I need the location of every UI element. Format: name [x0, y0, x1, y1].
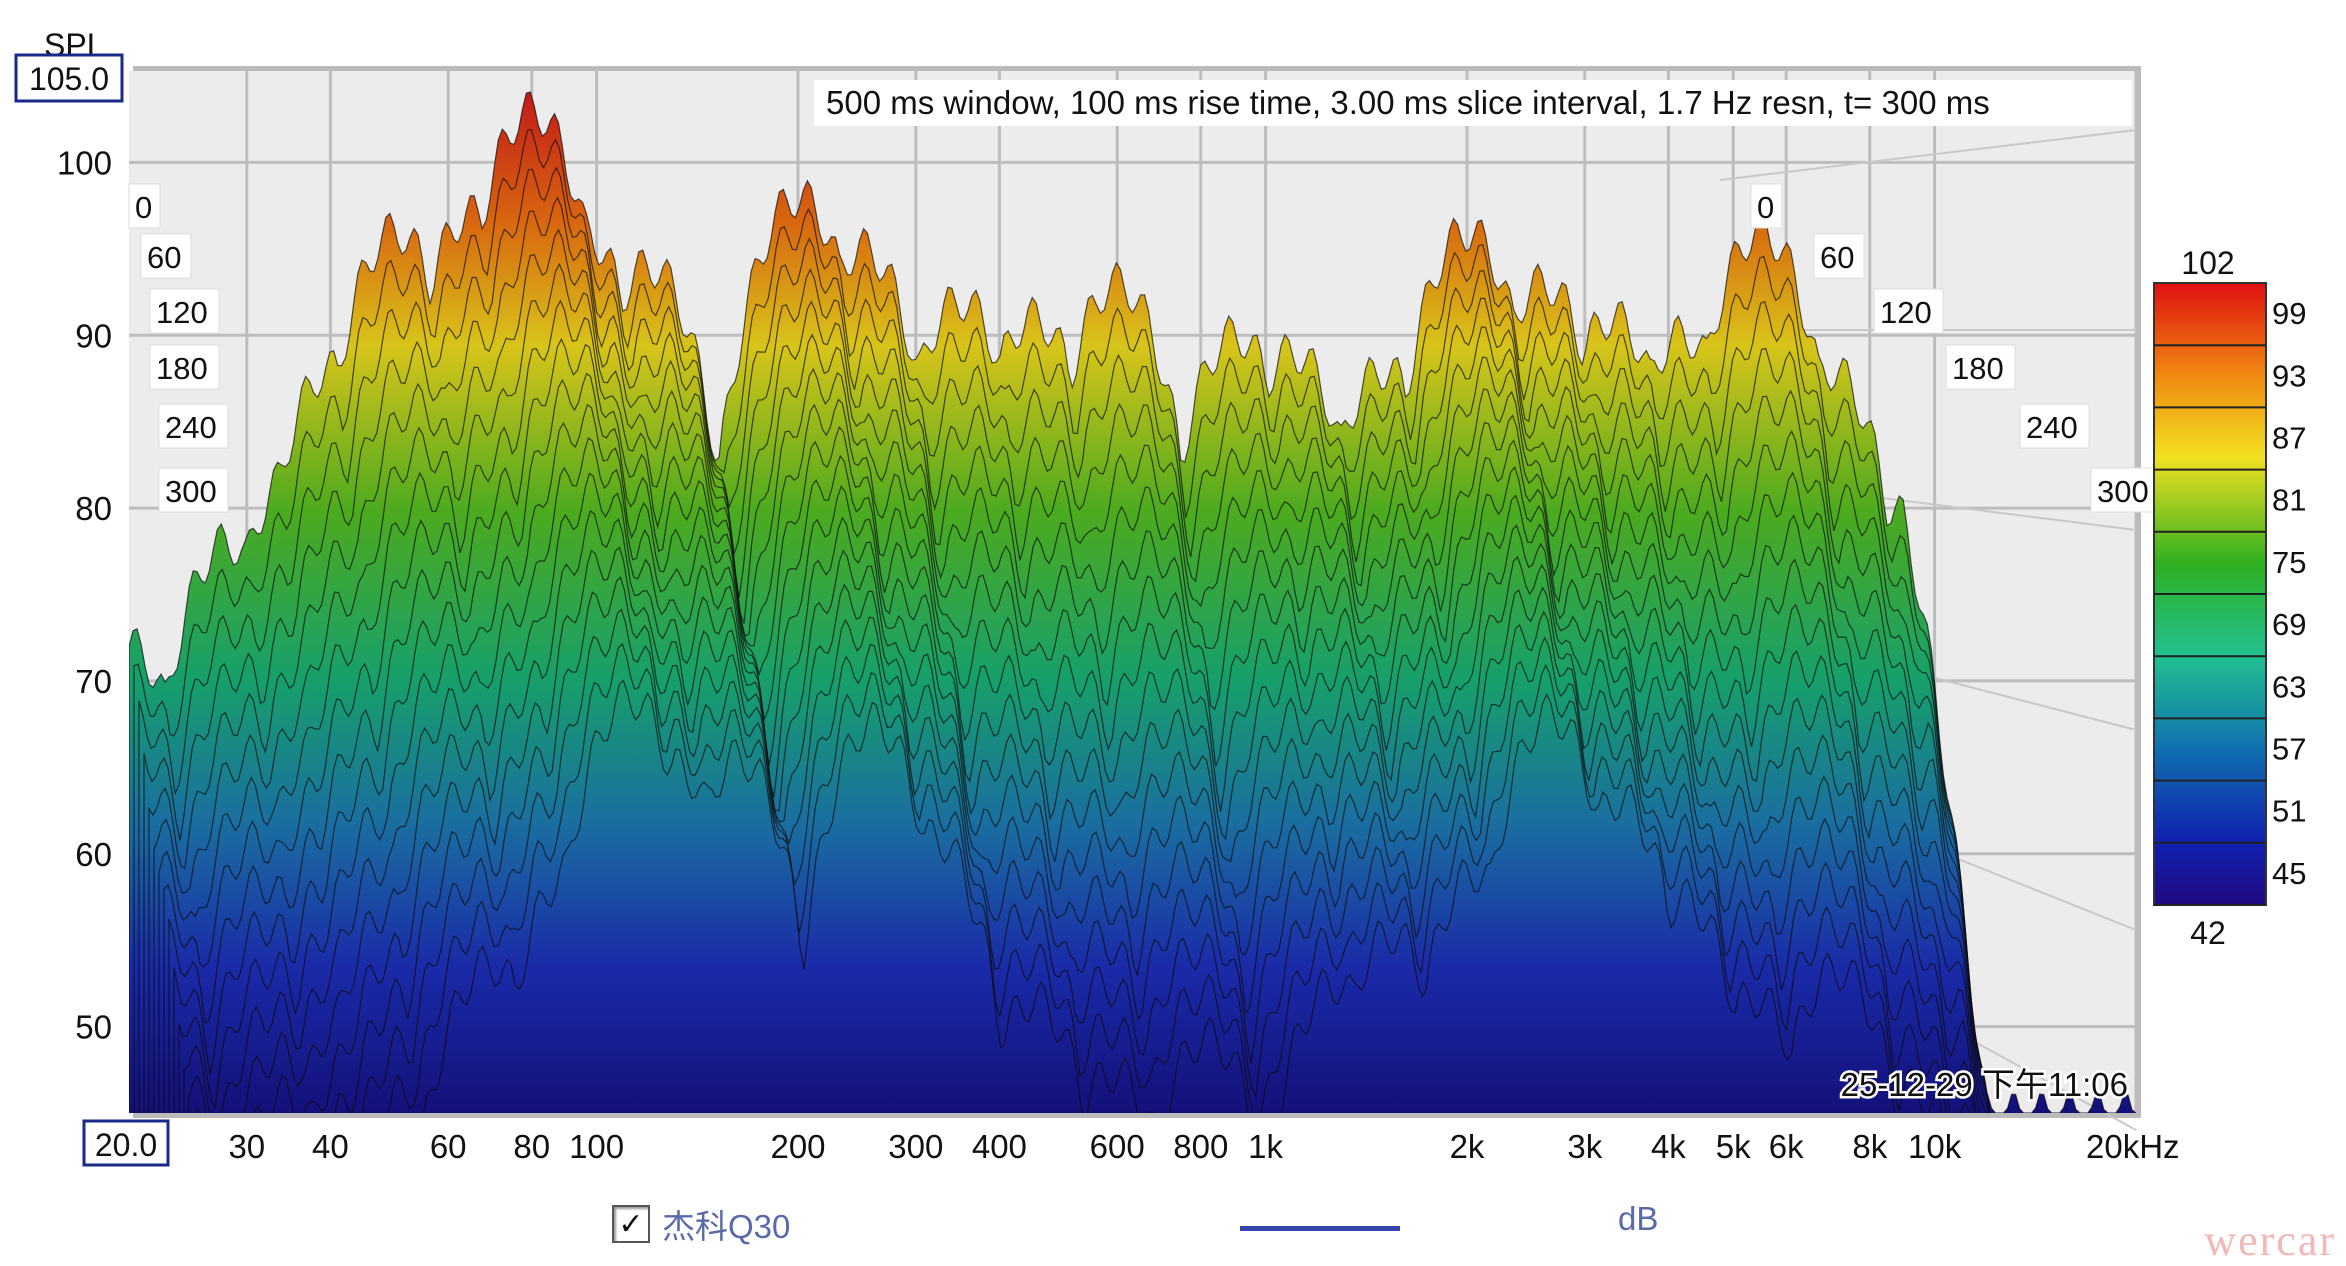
time-tick-label-left: 60	[147, 240, 181, 275]
time-tick-label-left: 120	[156, 295, 208, 330]
time-tick-box	[128, 183, 161, 229]
x-tick-label: 80	[513, 1128, 550, 1165]
x-tick-label: 4k	[1651, 1128, 1686, 1165]
x-tick-label: 100	[569, 1128, 624, 1165]
time-tick-box	[1945, 344, 2016, 390]
time-tick-label-right: 0	[1757, 190, 1774, 225]
time-tick-label-left: 240	[165, 410, 217, 445]
waterfall-slices	[129, 91, 2136, 1113]
time-tick-box	[149, 288, 220, 334]
colorbar-label: 87	[2272, 421, 2306, 456]
colorbar-label: 69	[2272, 607, 2306, 642]
time-tick-box	[1750, 183, 1783, 229]
y-top-input[interactable]	[14, 53, 124, 103]
time-tick-label-right: 180	[1952, 351, 2004, 386]
time-tick-box	[149, 344, 220, 390]
x-tick-label: 600	[1090, 1128, 1145, 1165]
colorbar-label: 45	[2272, 856, 2306, 891]
x-tick-label: 30	[228, 1128, 265, 1165]
legend-name: 杰科Q30	[662, 1208, 791, 1245]
x-tick-label: 300	[888, 1128, 943, 1165]
time-tick-label-left: 300	[165, 474, 217, 509]
colorbar-label: 81	[2272, 483, 2306, 518]
x-start-input[interactable]	[82, 1119, 170, 1167]
time-tick-box	[140, 233, 192, 279]
waterfall-slice	[422, 679, 1896, 1113]
x-tick-label: 5k	[1716, 1128, 1751, 1165]
info-text: 500 ms window, 100 ms rise time, 3.00 ms…	[826, 84, 1990, 121]
watermark: wercar	[2204, 1216, 2336, 1265]
time-tick-label-right: 120	[1880, 295, 1932, 330]
time-tick-label-right: 300	[2097, 474, 2149, 509]
timestamp: 25-12-29 下午11:06	[1841, 1066, 2128, 1103]
colorbar-label: 99	[2272, 296, 2306, 331]
time-tick-label-right: 60	[1820, 240, 1854, 275]
colorbar-label: 93	[2272, 358, 2306, 393]
x-tick-label: 8k	[1852, 1128, 1887, 1165]
x-tick-label: 800	[1173, 1128, 1228, 1165]
colorbar-max: 102	[2181, 245, 2234, 281]
x-tick-label: 3k	[1567, 1128, 1602, 1165]
time-tick-label-left: 180	[156, 351, 208, 386]
perspective-line	[1719, 129, 2137, 181]
time-tick-box	[1873, 288, 1944, 334]
legend-unit: dB	[1618, 1200, 1659, 1237]
time-tick-box	[1813, 233, 1865, 279]
y-tick-label: 90	[75, 317, 112, 354]
colorbar-label: 51	[2272, 794, 2306, 829]
time-tick-label-right: 240	[2026, 410, 2078, 445]
time-tick-box	[158, 467, 229, 513]
y-tick-label: 50	[75, 1009, 112, 1046]
y-tick-label: 60	[75, 836, 112, 873]
y-tick-label: 70	[75, 663, 112, 700]
x-tick-label: 400	[972, 1128, 1027, 1165]
y-tick-label: 100	[57, 144, 112, 181]
legend-item[interactable]: ✓ 杰科Q30	[612, 1200, 790, 1248]
x-start-value: 20.0	[95, 1127, 157, 1163]
time-tick-label-left: 0	[135, 190, 152, 225]
x-tick-label: 40	[312, 1128, 349, 1165]
x-tick-label: 6k	[1769, 1128, 1804, 1165]
colorbar-label: 75	[2272, 545, 2306, 580]
x-tick-label: 1k	[1248, 1128, 1283, 1165]
y-tick-label: 80	[75, 490, 112, 527]
x-tick-label: 60	[430, 1128, 467, 1165]
legend-checkbox[interactable]: ✓	[612, 1205, 650, 1243]
time-tick-box	[2019, 403, 2090, 449]
x-tick-label: 2k	[1450, 1128, 1485, 1165]
x-tick-label: 10k	[1908, 1128, 1962, 1165]
x-tick-label: 20kHz	[2086, 1128, 2180, 1165]
colorbar-label: 63	[2272, 669, 2306, 704]
y-top-value: 105.0	[29, 61, 109, 97]
x-tick-label: 200	[770, 1128, 825, 1165]
colorbar-min: 42	[2190, 915, 2226, 951]
time-tick-box	[158, 403, 229, 449]
colorbar: 99 93 87 81 75 69 63 57 51 45 102 42	[2153, 245, 2306, 951]
legend-line	[1240, 1226, 1400, 1231]
colorbar-label: 57	[2272, 732, 2306, 767]
info-box	[814, 80, 2132, 126]
